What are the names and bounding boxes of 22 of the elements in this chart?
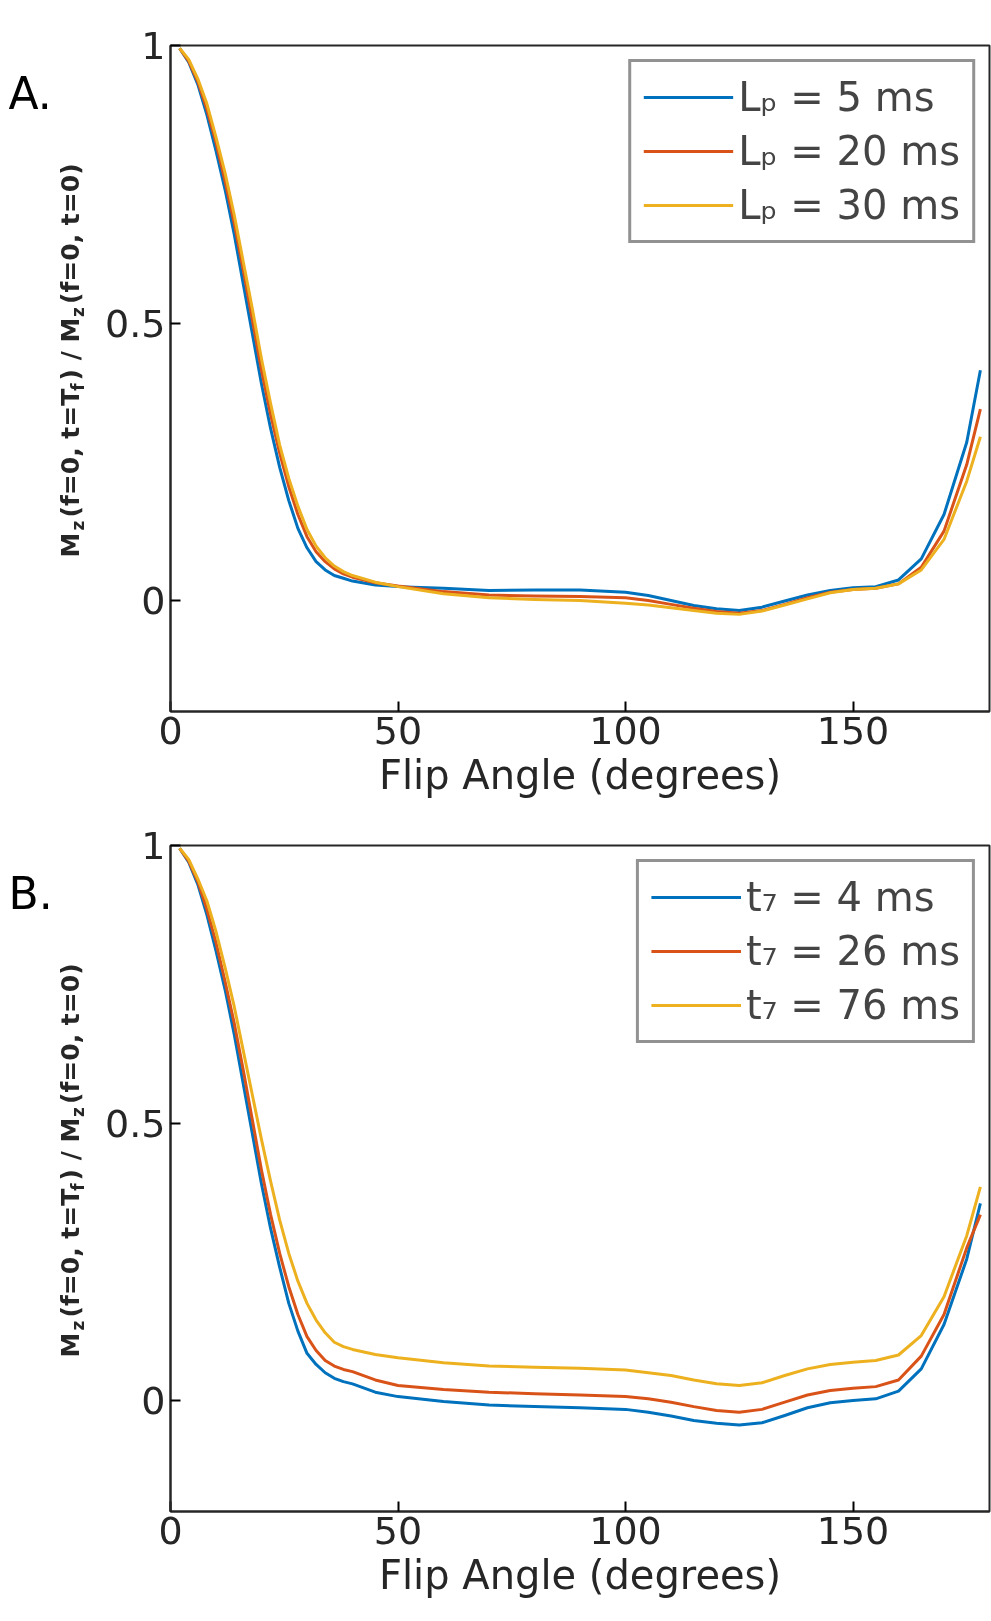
y-tick-label: 0 [141, 579, 166, 623]
legend-label: Lₚ = 5 ms [738, 74, 935, 120]
y-tick-label: 1 [141, 24, 166, 68]
x-axis-title: Flip Angle (degrees) [378, 1551, 782, 1598]
x-tick-label: 150 [816, 1508, 890, 1553]
legend-label: Lₚ = 20 ms [738, 128, 960, 174]
legend-label: t₇ = 76 ms [745, 982, 960, 1028]
x-axis-title: Flip Angle (degrees) [378, 751, 782, 798]
text: A. [8, 68, 52, 120]
legend-label: t₇ = 26 ms [745, 928, 960, 974]
x-tick-label: 50 [373, 708, 423, 753]
x-tick-label: 100 [589, 1508, 662, 1553]
legend-label: t₇ = 4 ms [745, 874, 935, 920]
x-tick-label: 100 [589, 708, 662, 753]
y-tick-label: 0.5 [105, 1101, 166, 1146]
x-tick-label: 50 [373, 1508, 423, 1553]
text: B. [8, 868, 53, 920]
y-tick-label: 0.5 [105, 301, 166, 346]
y-tick-label: 0 [141, 1379, 166, 1423]
x-tick-label: 150 [816, 708, 890, 753]
y-tick-label: 1 [141, 824, 166, 868]
legend-label: Lₚ = 30 ms [738, 182, 960, 228]
